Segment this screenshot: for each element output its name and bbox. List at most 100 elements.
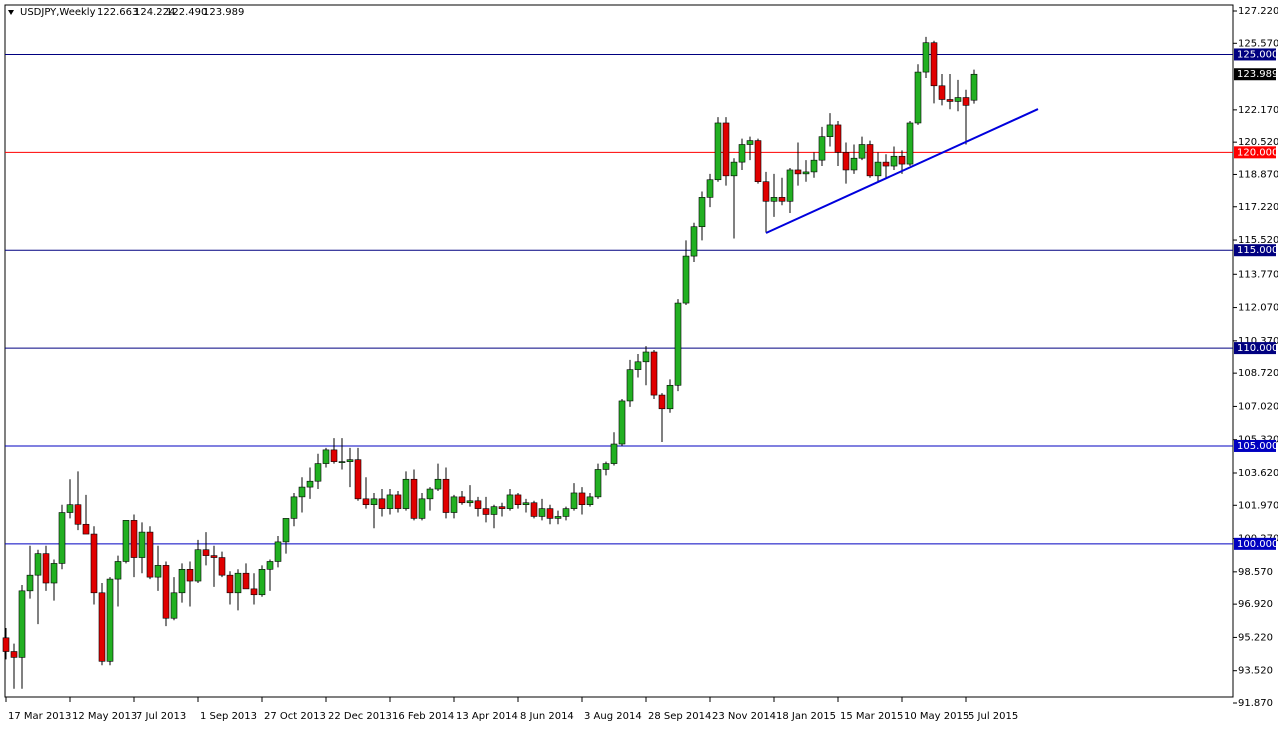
- candle-body: [810, 159, 818, 173]
- y-tick-label: 113.770: [1238, 269, 1278, 280]
- candle-body: [746, 140, 754, 145]
- x-tick-label: 7 Jul 2013: [136, 711, 186, 722]
- candle-body: [346, 459, 354, 462]
- y-tick-label: 122.170: [1238, 105, 1278, 116]
- candle-body: [514, 494, 522, 505]
- y-tick-label: 95.220: [1238, 632, 1273, 643]
- level-label-box: [1234, 244, 1276, 257]
- level-label: 110.000: [1237, 343, 1278, 354]
- x-tick-label: 5 Jul 2015: [968, 711, 1018, 722]
- level-label: 120.000: [1237, 147, 1278, 158]
- level-label-box: [1234, 146, 1276, 159]
- candle-body: [874, 161, 882, 177]
- ohlc-low: 122.490: [166, 7, 207, 18]
- candle-body: [642, 351, 650, 363]
- level-label: 125.000: [1237, 49, 1278, 60]
- candle-body: [674, 302, 682, 386]
- candle-body: [490, 506, 498, 515]
- x-tick-label: 23 Nov 2014: [712, 711, 776, 722]
- candle-body: [322, 449, 330, 464]
- x-tick-label: 10 May 2015: [904, 711, 969, 722]
- candle-body: [378, 498, 386, 509]
- candle-body: [610, 443, 618, 464]
- candle-body: [578, 492, 586, 505]
- level-label-box: [1234, 439, 1276, 452]
- candle-body: [18, 590, 26, 658]
- candle-body: [802, 171, 810, 175]
- candle-body: [210, 555, 218, 558]
- x-tick-label: 15 Mar 2015: [840, 711, 903, 722]
- candle-body: [306, 480, 314, 488]
- candle-body: [58, 512, 66, 564]
- ohlc-high: 124.224: [134, 7, 175, 18]
- candle-body: [722, 122, 730, 177]
- candle-body: [778, 197, 786, 202]
- candle-body: [922, 42, 930, 73]
- x-tick-label: 18 Jan 2015: [776, 711, 836, 722]
- candle-body: [290, 496, 298, 519]
- candle-body: [154, 565, 162, 578]
- x-tick-label: 8 Jun 2014: [520, 711, 574, 722]
- candle-body: [354, 459, 362, 500]
- candle-body: [658, 394, 666, 410]
- ohlc-open: 122.663: [97, 7, 138, 18]
- x-tick-label: 12 May 2013: [72, 711, 137, 722]
- candle-body: [546, 508, 554, 519]
- level-label: 105.000: [1237, 441, 1278, 452]
- x-tick-label: 17 Mar 2013: [8, 711, 71, 722]
- candle-body: [866, 144, 874, 177]
- candle-body: [818, 136, 826, 161]
- candle-body: [338, 461, 346, 463]
- candle-body: [738, 144, 746, 163]
- candle-body: [890, 155, 898, 167]
- x-tick-label: 1 Sep 2013: [200, 711, 257, 722]
- y-tick-label: 120.520: [1238, 137, 1278, 148]
- y-tick-label: 115.520: [1238, 235, 1278, 246]
- candle-body: [498, 506, 506, 509]
- candle-body: [586, 496, 594, 505]
- candle-body: [370, 498, 378, 505]
- candle-body: [466, 500, 474, 504]
- candle-body: [562, 508, 570, 517]
- candle-body: [298, 486, 306, 498]
- y-tick-label: 101.970: [1238, 500, 1278, 511]
- plot-frame: [4, 4, 1234, 698]
- menu-arrow: [8, 10, 14, 15]
- candle-body: [938, 85, 946, 100]
- candle-body: [458, 496, 466, 504]
- candle-body: [66, 504, 74, 513]
- candle-body: [314, 463, 322, 482]
- candle-body: [914, 71, 922, 124]
- candle-body: [794, 169, 802, 175]
- candle-body: [898, 155, 906, 165]
- candle-body: [250, 588, 258, 596]
- candle-body: [98, 592, 106, 662]
- candle-body: [10, 651, 18, 658]
- candle-body: [690, 226, 698, 257]
- candle-body: [42, 553, 50, 584]
- y-tick-label: 110.370: [1238, 336, 1278, 347]
- candle-body: [330, 449, 338, 462]
- candle-body: [74, 504, 82, 525]
- candle-body: [482, 508, 490, 515]
- candle-body: [178, 568, 186, 594]
- candle-body: [650, 351, 658, 396]
- candle-body: [106, 578, 114, 662]
- candle-body: [602, 463, 610, 470]
- y-tick-label: 108.720: [1238, 368, 1278, 379]
- candle-body: [442, 478, 450, 513]
- x-tick-label: 3 Aug 2014: [584, 711, 642, 722]
- y-tick-label: 91.870: [1238, 698, 1273, 709]
- candle-body: [850, 157, 858, 171]
- candle-body: [226, 574, 234, 594]
- level-label-box: [1234, 537, 1276, 550]
- candle-body: [202, 549, 210, 556]
- candle-body: [258, 568, 266, 596]
- candle-body: [706, 179, 714, 198]
- candle-body: [786, 169, 794, 202]
- candle-body: [618, 400, 626, 445]
- candle-body: [834, 124, 842, 153]
- y-tick-label: 127.220: [1238, 6, 1278, 17]
- candle-body: [506, 494, 514, 509]
